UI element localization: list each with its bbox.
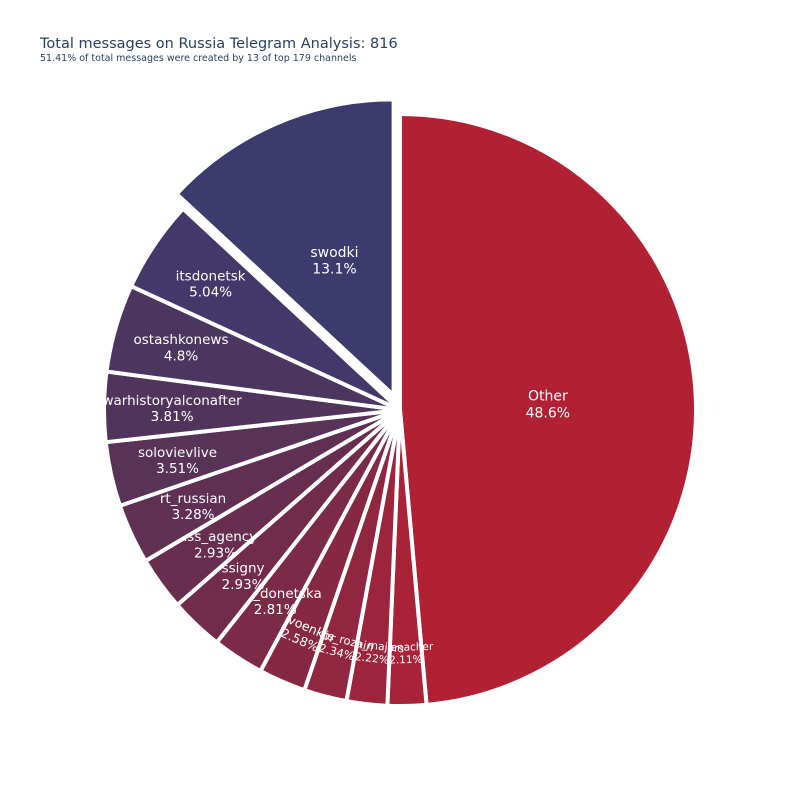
pie-slice-itsdonetsk[interactable] bbox=[129, 206, 402, 412]
slice-percent-itsdonetsk: 5.04% bbox=[189, 285, 232, 301]
slice-name-itsdonetsk: itsdonetsk bbox=[176, 269, 246, 285]
slice-label-ostashkonews: ostashkonews 4.8% bbox=[134, 332, 229, 364]
slice-label-itsdonetsk: itsdonetsk 5.04% bbox=[176, 269, 246, 301]
pie-slice-group-Other[interactable]: Other 48.6% bbox=[398, 112, 698, 707]
slice-percent-ostashkonews: 4.8% bbox=[164, 348, 198, 364]
slice-percent-rt_russian: 3.28% bbox=[172, 507, 215, 523]
slice-percent-Other: 48.6% bbox=[526, 405, 570, 421]
slice-percent-tass_agency: 2.93% bbox=[194, 545, 237, 561]
chart-title: Total messages on Russia Telegram Analys… bbox=[40, 36, 398, 52]
slice-percent-dva_majors: 2.22% bbox=[354, 650, 389, 667]
slice-name-swodki: swodki bbox=[310, 245, 358, 261]
slice-percent-ssigny: 2.93% bbox=[222, 577, 265, 593]
slice-label-Other: Other 48.6% bbox=[526, 389, 570, 422]
pie-slice-group-swodki[interactable]: swodki 13.1% bbox=[174, 97, 396, 398]
slice-label-solovievlive: solovievlive 3.51% bbox=[138, 445, 217, 477]
slice-name-solovievlive: solovievlive bbox=[138, 445, 217, 461]
slice-name-Other: Other bbox=[528, 389, 568, 405]
slice-name-ssigny: ssigny bbox=[222, 561, 265, 577]
pie-slice-Other[interactable] bbox=[398, 112, 698, 707]
slice-percent-swodki: 13.1% bbox=[312, 262, 356, 278]
slice-label-warhistoryalconafter: warhistoryalconafter 3.81% bbox=[102, 393, 242, 425]
slice-label-swodki: swodki 13.1% bbox=[310, 245, 358, 278]
slice-label-ssigny: ssigny 2.93% bbox=[222, 561, 265, 593]
slice-percent-warhistoryalconafter: 3.81% bbox=[151, 409, 194, 425]
pie-slice-group-itsdonetsk[interactable]: itsdonetsk 5.04% bbox=[129, 206, 402, 412]
pie-slice-swodki[interactable] bbox=[174, 97, 396, 398]
chart-subtitle: 51.41% of total messages were created by… bbox=[40, 53, 357, 64]
slice-percent-voenacher: 2.11% bbox=[389, 654, 423, 667]
slice-name-warhistoryalconafter: warhistoryalconafter bbox=[102, 393, 242, 409]
slice-name-rt_russian: rt_russian bbox=[160, 491, 226, 507]
slice-label-voenacher: voenacher2.11% bbox=[378, 641, 435, 667]
slice-label-rt_russian: rt_russian 3.28% bbox=[160, 491, 226, 523]
slice-percent-solovievlive: 3.51% bbox=[156, 461, 199, 477]
slice-percent-chp_donetska: 2.81% bbox=[254, 602, 297, 618]
slice-name-ostashkonews: ostashkonews bbox=[134, 332, 229, 348]
